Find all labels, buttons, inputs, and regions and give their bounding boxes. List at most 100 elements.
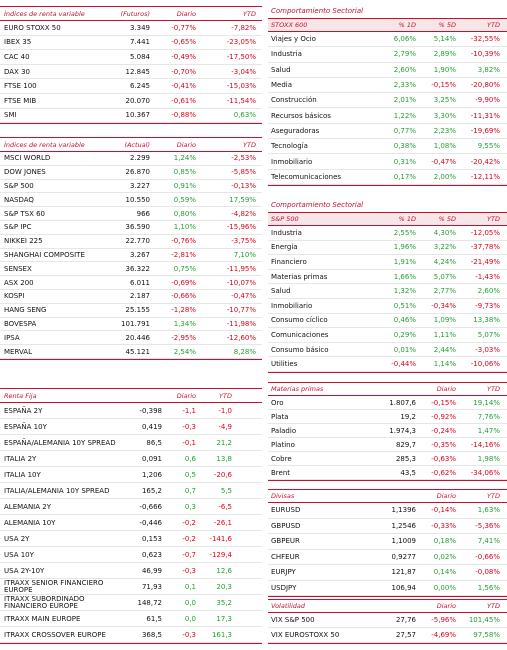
cell-value: -0,1 xyxy=(182,438,196,447)
cell-value: -0,62% xyxy=(431,468,456,477)
cell-value: 20.446 xyxy=(125,333,151,342)
cell-value: 61,5 xyxy=(146,614,162,623)
cell-value: 4,24% xyxy=(433,257,456,266)
cell-value: 368,5 xyxy=(141,630,162,639)
cell-value: 1,34% xyxy=(173,319,196,328)
cell-value: -0,34% xyxy=(431,301,456,310)
header-cell: % 1D xyxy=(398,21,416,29)
cell-value: 1,10% xyxy=(173,223,196,232)
header-cell: Materias primas xyxy=(271,385,324,393)
row-label: Viajes y Ocio xyxy=(271,35,316,44)
data-row: Industria 2,55% 4,30% -12,05% xyxy=(268,226,507,241)
header-row: Volatilidad Diario YTD xyxy=(268,599,507,613)
header-cell: Diario xyxy=(436,602,456,610)
cell-value: -10,06% xyxy=(470,360,500,369)
cell-value: 5.084 xyxy=(129,52,150,61)
cell-value: 46,99 xyxy=(141,566,162,575)
cell-value: -4,69% xyxy=(431,631,456,639)
cell-value: 19,2 xyxy=(400,412,416,421)
row-label: Salud xyxy=(271,65,291,74)
cell-value: 0,5 xyxy=(184,470,196,479)
cell-value: -0,2 xyxy=(182,518,196,527)
row-label: USA 2Y-10Y xyxy=(4,566,45,575)
row-label: FTSE MIB xyxy=(4,96,37,105)
data-row: Inmobiliario 0,31% -0,47% -20,42% xyxy=(268,154,507,170)
data-row: NASDAQ 10.550 0,59% 17,59% xyxy=(0,193,262,208)
cell-value: 0,77% xyxy=(393,126,416,135)
table-section: Comportamiento Sectorial STOXX 600 % 1D % 5… xyxy=(268,4,507,186)
cell-value: -3,03% xyxy=(475,345,500,354)
row-label: ASX 200 xyxy=(4,278,34,287)
data-row: ITRAXX CROSSOVER EUROPE 368,5 -0,3 161,3 xyxy=(0,627,262,643)
row-label: NIKKEI 225 xyxy=(4,237,43,246)
data-row: Recursos básicos 1,22% 3,30% -11,31% xyxy=(268,108,507,124)
data-row: Viajes y Ocio 6,06% 5,14% -32,55% xyxy=(268,32,507,48)
cell-value: -1,1 xyxy=(182,406,196,415)
cell-value: 0,17% xyxy=(393,172,416,181)
cell-value: -1,43% xyxy=(475,272,500,281)
data-row: Energía 1,96% 3,22% -37,78% xyxy=(268,241,507,256)
cell-value: 2.187 xyxy=(129,292,150,301)
row-label: Telecomunicaciones xyxy=(271,172,342,181)
cell-value: -11,31% xyxy=(470,111,500,120)
cell-value: -17,50% xyxy=(226,52,256,61)
cell-value: -0,15% xyxy=(431,398,456,407)
cell-value: -0,14% xyxy=(431,506,456,515)
data-row: EURUSD 1,1396 -0,14% 1,63% xyxy=(268,503,507,519)
cell-value: 19,14% xyxy=(473,398,500,407)
data-row: ITRAXX MAIN EUROPE 61,5 0,0 17,3 xyxy=(0,611,262,627)
data-row: Consumo básico 0,01% 2,44% -3,03% xyxy=(268,343,507,358)
section-title-text: Comportamiento Sectorial xyxy=(271,7,364,15)
row-label: Platino xyxy=(271,440,295,449)
cell-value: -0,3 xyxy=(182,566,196,575)
row-label: Utilities xyxy=(271,360,298,369)
cell-value: 97,58% xyxy=(473,631,500,639)
table-section: Índices de renta variable (Futuros) Diario… xyxy=(0,6,262,125)
cell-value: 3,30% xyxy=(433,111,456,120)
cell-value: -4,9 xyxy=(218,422,232,431)
cell-value: 1,206 xyxy=(141,470,162,479)
data-row: ESPAÑA 10Y 0,419 -0,3 -4,9 xyxy=(0,419,262,435)
cell-value: 2,01% xyxy=(393,96,416,105)
cell-value: 2,23% xyxy=(433,126,456,135)
cell-value: -0,41% xyxy=(171,82,196,91)
cell-value: -0,24% xyxy=(431,426,456,435)
row-label: VIX S&P 500 xyxy=(271,616,315,624)
row-label: VIX EUROSTOXX 50 xyxy=(271,631,340,639)
row-label: Tecnología xyxy=(271,142,308,151)
header-row: Índices de renta variable (Futuros) Diario… xyxy=(0,6,262,21)
cell-value: -0,69% xyxy=(171,278,196,287)
row-label: SMI xyxy=(4,111,17,120)
data-row: Materias primas 1,66% 5,07% -1,43% xyxy=(268,270,507,285)
section-title: Comportamiento Sectorial xyxy=(268,198,507,212)
table-section: Volatilidad Diario YTD VIX S&P 500 27,76 -5,9… xyxy=(268,599,507,644)
row-label: BOVESPA xyxy=(4,319,37,328)
row-label: Energía xyxy=(271,243,298,252)
cell-value: 0,3 xyxy=(184,502,196,511)
cell-value: 7.441 xyxy=(129,38,150,47)
cell-value: 0,29% xyxy=(393,330,416,339)
header-cell: Diario xyxy=(436,385,456,393)
cell-value: 3,22% xyxy=(433,243,456,252)
header-cell: S&P 500 xyxy=(271,215,299,223)
cell-value: -0,666 xyxy=(139,502,162,511)
cell-value: 0,80% xyxy=(173,209,196,218)
cell-value: 0,9277 xyxy=(391,552,417,561)
data-row: VIX EUROSTOXX 50 27,57 -4,69% 97,58% xyxy=(268,628,507,643)
row-label: SHANGHAI COMPOSITE xyxy=(4,250,85,259)
data-row: ESPAÑA/ALEMANIA 10Y SPREAD 86,5 -0,1 21,2 xyxy=(0,435,262,451)
cell-value: 0,00% xyxy=(433,583,456,592)
table-section: Divisas Diario YTD EURUSD 1,1396 -0,14% 1,63% G… xyxy=(268,489,507,597)
data-row: Telecomunicaciones 0,17% 2,00% -12,11% xyxy=(268,170,507,185)
row-label: S&P TSX 60 xyxy=(4,209,45,218)
cell-value: 0,7 xyxy=(184,486,196,495)
cell-value: 7,76% xyxy=(477,412,500,421)
data-row: EURO STOXX 50 3.349 -0,77% -7,82% xyxy=(0,21,262,36)
data-row: ALEMANIA 10Y -0,446 -0,2 -26,1 xyxy=(0,515,262,531)
data-row: GBPEUR 1,1009 0,18% 7,41% xyxy=(268,534,507,550)
cell-value: 829,7 xyxy=(395,440,416,449)
row-label: EURO STOXX 50 xyxy=(4,23,61,32)
cell-value: -3,75% xyxy=(231,237,256,246)
cell-value: 5,07% xyxy=(477,330,500,339)
data-row: Media 2,33% -0,15% -20,80% xyxy=(268,78,507,94)
